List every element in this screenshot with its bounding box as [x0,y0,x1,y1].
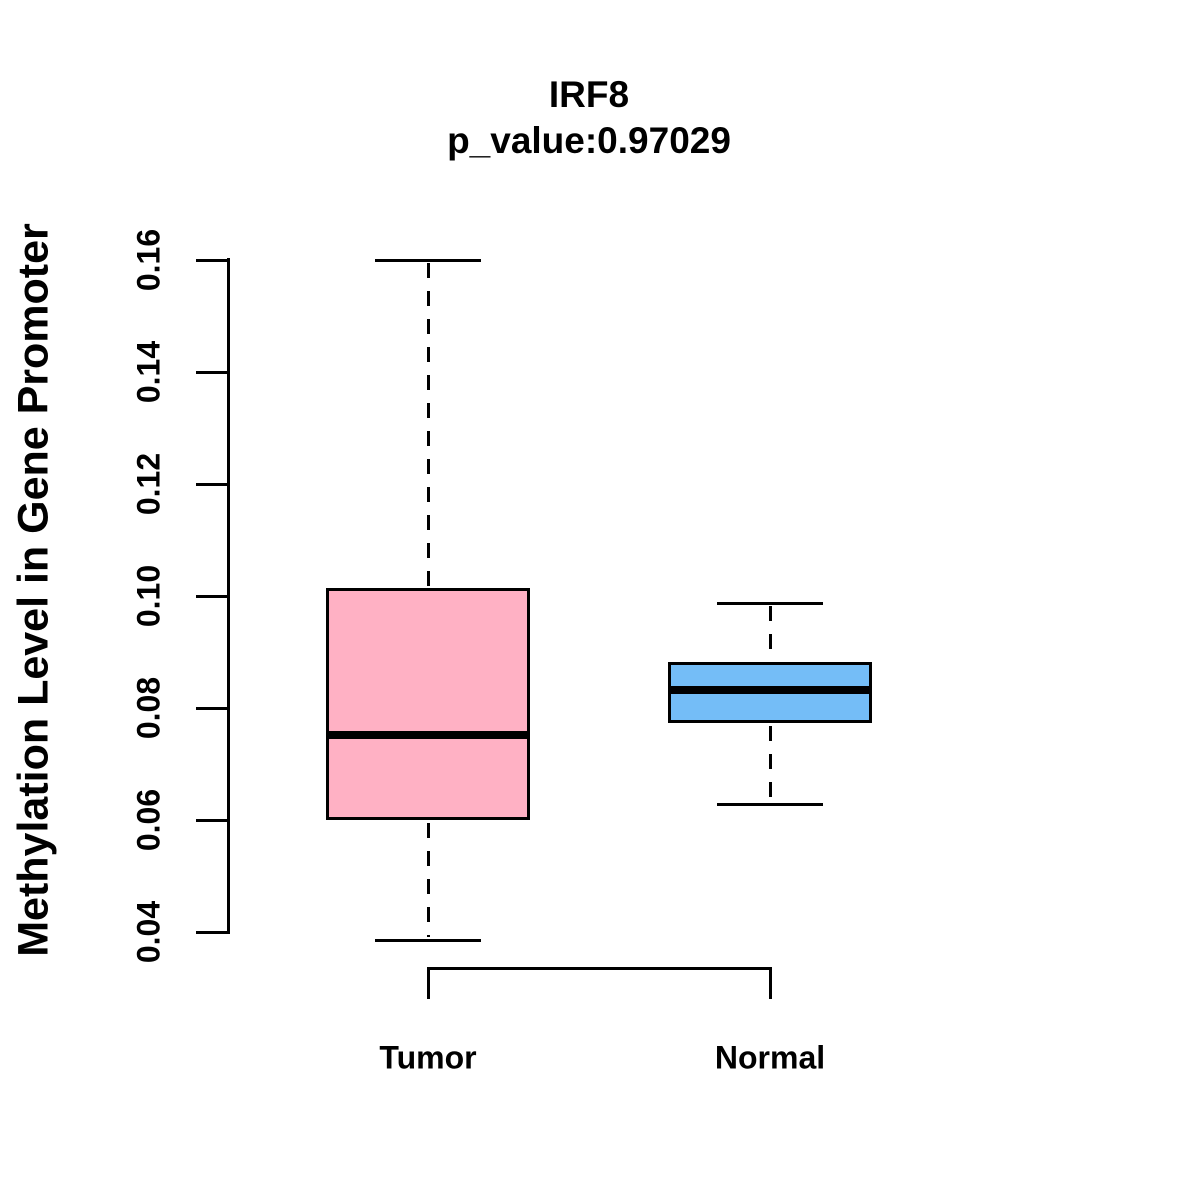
tumor-box [326,587,530,820]
chart-title: IRF8 [548,74,630,115]
tumor-upper-whisker-cap [375,258,481,262]
normal-lower-whisker-line [768,726,772,802]
y-axis-tick [196,482,227,486]
y-axis-tick [196,258,227,262]
y-axis-tick [196,706,227,710]
tumor-lower-whisker-cap [375,938,481,942]
y-axis-tick-label: 0.08 [130,676,167,740]
y-axis-tick-label: 0.14 [130,340,167,404]
y-axis-line [227,258,230,934]
x-tick-label-tumor: Tumor [379,1039,477,1076]
x-axis-tick [768,967,772,999]
tumor-median-line [326,730,530,739]
y-axis-tick-label: 0.10 [130,564,167,628]
y-axis-tick [196,594,227,598]
y-axis-tick-label: 0.16 [130,228,167,292]
normal-median-line [668,685,872,694]
x-axis-line [426,967,772,970]
normal-lower-whisker-cap [717,802,823,806]
y-axis-tick-label: 0.12 [130,452,167,516]
normal-upper-whisker-cap [717,601,823,605]
x-axis-tick [426,967,430,999]
chart-subtitle: p_value:0.97029 [447,120,731,161]
chart-title-block: IRF8 p_value:0.97029 [0,72,1178,164]
y-axis-tick-label: 0.06 [130,788,167,852]
normal-upper-whisker-line [768,606,772,662]
y-axis-tick-label: 0.04 [130,900,167,964]
y-axis-tick [196,930,227,934]
y-axis-tick [196,370,227,374]
x-tick-label-normal: Normal [714,1039,826,1076]
tumor-upper-whisker-line [426,263,430,588]
y-axis-tick [196,818,227,822]
tumor-lower-whisker-line [426,823,430,938]
